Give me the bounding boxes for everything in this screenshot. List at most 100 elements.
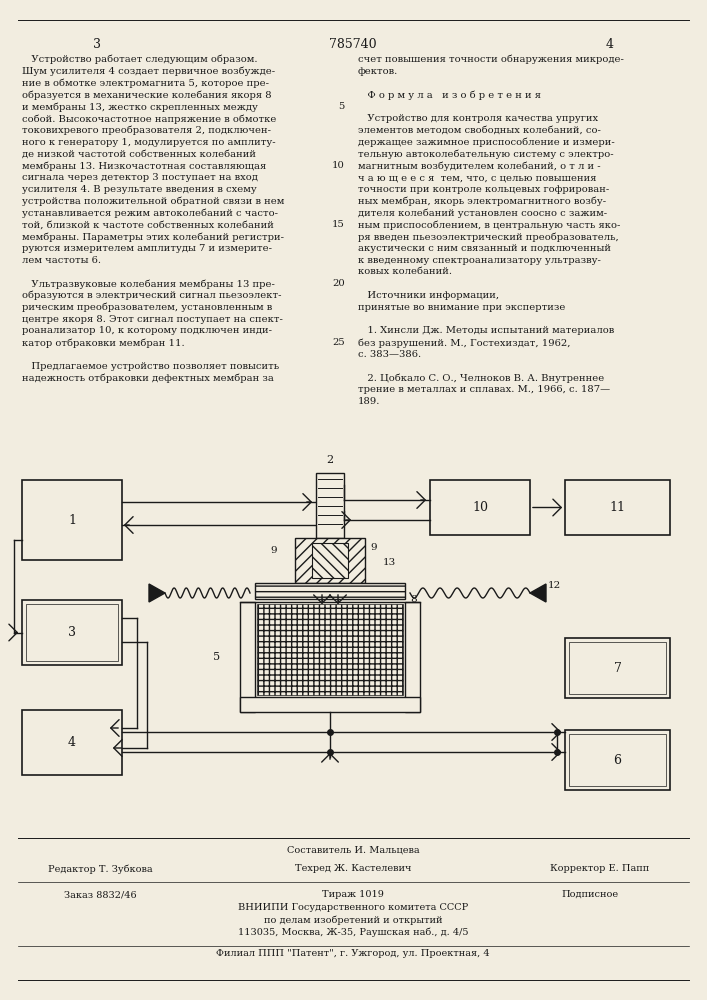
Text: устройства положительной обратной связи в нем: устройства положительной обратной связи … [22,197,284,206]
Text: ного к генератору 1, модулируется по амплиту-: ного к генератору 1, модулируется по амп… [22,138,276,147]
Text: Редактор Т. Зубкова: Редактор Т. Зубкова [47,864,152,874]
Text: ря введен пьезоэлектрический преобразователь,: ря введен пьезоэлектрический преобразова… [358,232,619,241]
Text: фектов.: фектов. [358,67,398,76]
Text: усилителя 4. В результате введения в схему: усилителя 4. В результате введения в схе… [22,185,257,194]
Text: устанавливается режим автоколебаний с часто-: устанавливается режим автоколебаний с ча… [22,208,278,218]
Text: 12: 12 [548,581,561,590]
Bar [240,602,255,712]
Bar [565,480,670,535]
Text: Ультразвуковые колебания мембраны 13 пре-: Ультразвуковые колебания мембраны 13 пре… [22,279,275,289]
Text: Ф о р м у л а   и з о б р е т е н и я: Ф о р м у л а и з о б р е т е н и я [358,90,541,100]
Bar [295,538,365,583]
Bar [569,734,666,786]
Text: роанализатор 10, к которому подключен инди-: роанализатор 10, к которому подключен ин… [22,326,272,335]
Bar [565,730,670,790]
Text: 11: 11 [609,501,626,514]
Bar [26,604,118,661]
Text: ние в обмотке электромагнита 5, которое пре-: ние в обмотке электромагнита 5, которое … [22,79,269,88]
Text: тельную автоколебательную систему с электро-: тельную автоколебательную систему с элек… [358,149,614,159]
Bar [569,642,666,694]
Text: 9: 9 [370,543,377,552]
Text: катор отбраковки мембран 11.: катор отбраковки мембран 11. [22,338,185,348]
Text: 785740: 785740 [329,38,377,51]
Text: центре якоря 8. Этот сигнал поступает на спект-: центре якоря 8. Этот сигнал поступает на… [22,315,283,324]
Text: 10: 10 [332,161,345,170]
Text: 1. Хинсли Дж. Методы испытаний материалов: 1. Хинсли Дж. Методы испытаний материало… [358,326,614,335]
Polygon shape [149,584,165,602]
Text: и мембраны 13, жестко скрепленных между: и мембраны 13, жестко скрепленных между [22,102,258,112]
Text: 3: 3 [93,38,101,51]
Text: Устройство работает следующим образом.: Устройство работает следующим образом. [22,55,257,64]
Text: рическим преобразователем, установленным в: рическим преобразователем, установленным… [22,303,272,312]
Text: 3: 3 [68,626,76,639]
Bar [257,604,403,695]
Text: 9: 9 [270,546,277,555]
Text: Устройство для контроля качества упругих: Устройство для контроля качества упругих [358,114,598,123]
Text: той, близкой к частоте собственных колебаний: той, близкой к частоте собственных колеб… [22,220,274,229]
Text: 25: 25 [332,338,345,347]
Text: мембраны. Параметры этих колебаний регистри-: мембраны. Параметры этих колебаний регис… [22,232,284,241]
Bar [22,600,122,665]
Text: 5: 5 [339,102,345,111]
Bar [22,480,122,560]
Text: держащее зажимное приспособление и измери-: держащее зажимное приспособление и измер… [358,138,615,147]
Text: токовихревого преобразователя 2, подключен-: токовихревого преобразователя 2, подключ… [22,126,271,135]
Text: 2: 2 [327,455,334,465]
Text: ВНИИПИ Государственного комитета СССР: ВНИИПИ Государственного комитета СССР [238,904,468,912]
Text: ных мембран, якорь электромагнитного возбу-: ных мембран, якорь электромагнитного воз… [358,197,606,206]
Text: ч а ю щ е е с я  тем, что, с целью повышения: ч а ю щ е е с я тем, что, с целью повыше… [358,173,597,182]
Text: 6: 6 [614,754,621,766]
Text: собой. Высокочастотное напряжение в обмотке: собой. Высокочастотное напряжение в обмо… [22,114,276,123]
Text: 13: 13 [383,558,396,567]
Text: Составитель И. Мальцева: Составитель И. Мальцева [286,846,419,854]
Text: магнитным возбудителем колебаний, о т л и -: магнитным возбудителем колебаний, о т л … [358,161,601,171]
Text: 4: 4 [606,38,614,51]
Text: Предлагаемое устройство позволяет повысить: Предлагаемое устройство позволяет повыси… [22,362,279,371]
Text: Техред Ж. Кастелевич: Техред Ж. Кастелевич [295,864,411,873]
Bar [22,710,122,775]
Text: Шум усилителя 4 создает первичное возбужде-: Шум усилителя 4 создает первичное возбуж… [22,67,275,76]
Text: к введенному спектроанализатору ультразву-: к введенному спектроанализатору ультразв… [358,256,601,265]
Text: 5: 5 [213,652,220,662]
Bar [255,583,405,599]
Text: акустически с ним связанный и подключенный: акустически с ним связанный и подключенн… [358,244,611,253]
Text: 189.: 189. [358,397,380,406]
Text: 2. Цобкало С. О., Челноков В. А. Внутреннее: 2. Цобкало С. О., Челноков В. А. Внутрен… [358,374,604,383]
Text: Заказ 8832/46: Заказ 8832/46 [64,890,136,899]
Bar [316,473,344,538]
Bar [565,638,670,698]
Text: точности при контроле кольцевых гофрирован-: точности при контроле кольцевых гофриров… [358,185,609,194]
Text: образуются в электрический сигнал пьезоэлект-: образуются в электрический сигнал пьезоэ… [22,291,281,300]
Text: 1: 1 [68,514,76,526]
Text: 7: 7 [614,662,621,674]
Text: трение в металлах и сплавах. М., 1966, с. 187—: трение в металлах и сплавах. М., 1966, с… [358,385,610,394]
Text: Тираж 1019: Тираж 1019 [322,890,384,899]
Text: элементов методом свободных колебаний, со-: элементов методом свободных колебаний, с… [358,126,601,135]
Text: без разрушений. М., Гостехиздат, 1962,: без разрушений. М., Гостехиздат, 1962, [358,338,571,348]
Text: образуется в механические колебания якоря 8: образуется в механические колебания якор… [22,90,271,100]
Text: 10: 10 [472,501,488,514]
Bar [430,480,530,535]
Text: счет повышения точности обнаружения микроде-: счет повышения точности обнаружения микр… [358,55,624,64]
Text: Корректор Е. Папп: Корректор Е. Папп [550,864,650,873]
Text: Филиал ППП "Патент", г. Ужгород, ул. Проектная, 4: Филиал ППП "Патент", г. Ужгород, ул. Про… [216,950,490,958]
Text: 113035, Москва, Ж-35, Раушская наб., д. 4/5: 113035, Москва, Ж-35, Раушская наб., д. … [238,927,468,937]
Text: мембраны 13. Низкочастотная составляющая: мембраны 13. Низкочастотная составляющая [22,161,267,171]
Text: по делам изобретений и открытий: по делам изобретений и открытий [264,915,443,925]
Text: лем частоты 6.: лем частоты 6. [22,256,101,265]
Text: 15: 15 [332,220,345,229]
Text: ным приспособлением, в центральную часть яко-: ным приспособлением, в центральную часть… [358,220,620,230]
Text: 20: 20 [332,279,345,288]
Text: принятые во внимание при экспертизе: принятые во внимание при экспертизе [358,303,566,312]
Text: дителя колебаний установлен соосно с зажим-: дителя колебаний установлен соосно с заж… [358,208,607,218]
Bar [312,543,348,578]
Text: ковых колебаний.: ковых колебаний. [358,267,452,276]
Text: руются измерителем амплитуды 7 и измерите-: руются измерителем амплитуды 7 и измерит… [22,244,272,253]
Text: 4: 4 [68,736,76,749]
Text: с. 383—386.: с. 383—386. [358,350,421,359]
Bar [240,697,420,712]
Polygon shape [530,584,546,602]
Text: 8: 8 [410,594,416,603]
Text: надежность отбраковки дефектных мембран за: надежность отбраковки дефектных мембран … [22,374,274,383]
Bar [405,602,420,712]
